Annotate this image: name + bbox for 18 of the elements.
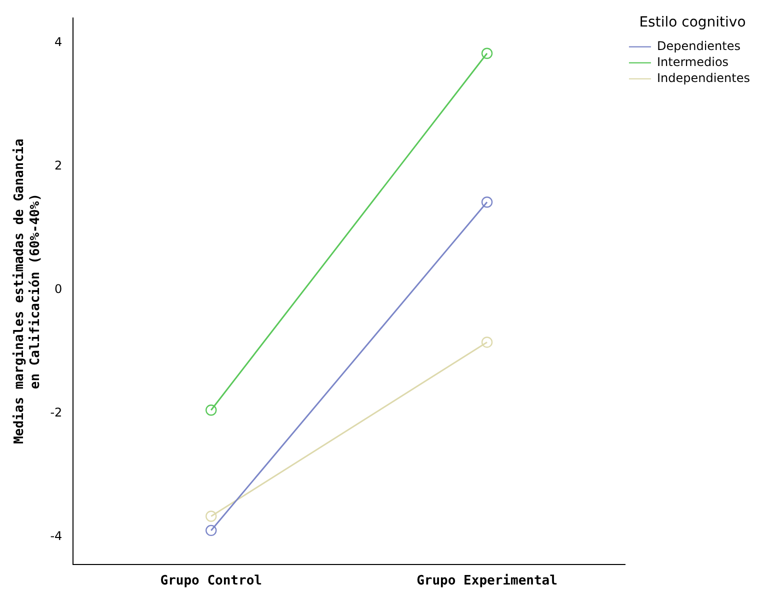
point <box>206 524 217 536</box>
point <box>481 196 493 208</box>
legend-label: Independientes <box>656 70 750 85</box>
legend-label: Intermedios <box>656 54 729 69</box>
point <box>481 336 493 348</box>
y-tick-label: 0 <box>54 282 62 296</box>
legend-title: Estilo cognitivo <box>639 14 746 31</box>
y-tick-label: 2 <box>54 158 62 172</box>
point <box>206 404 217 416</box>
x-tick-label: Grupo Experimental <box>416 574 558 589</box>
x-tick-label: Grupo Control <box>160 574 262 589</box>
y-axis-title: Medias marginales estimadas de Ganancia en Calificación (60%-40%) <box>12 138 43 444</box>
y-tick-label: -2 <box>50 405 62 420</box>
point <box>206 510 217 522</box>
y-tick-label: -4 <box>50 528 62 543</box>
legend-label: Dependientes <box>656 38 740 53</box>
y-tick-label: 4 <box>54 35 62 50</box>
point <box>481 48 493 59</box>
